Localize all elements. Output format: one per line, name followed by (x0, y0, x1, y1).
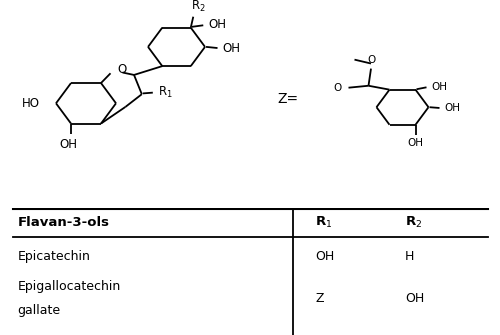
Text: OH: OH (222, 42, 240, 55)
Text: OH: OH (432, 81, 448, 91)
Text: Z: Z (315, 292, 324, 305)
Text: R$_1$: R$_1$ (158, 85, 172, 100)
Text: OH: OH (444, 104, 460, 113)
Text: R$_1$: R$_1$ (315, 215, 332, 230)
Text: R$_2$: R$_2$ (405, 215, 422, 230)
Text: Epicatechin: Epicatechin (18, 250, 90, 263)
Text: O: O (117, 63, 126, 76)
Text: O: O (367, 55, 375, 65)
Text: Flavan-3-ols: Flavan-3-ols (18, 216, 110, 229)
Text: HO: HO (22, 97, 40, 110)
Text: gallate: gallate (18, 305, 60, 317)
Text: O: O (334, 83, 342, 93)
Text: OH: OH (408, 138, 424, 148)
Text: OH: OH (405, 292, 424, 305)
Text: Z=: Z= (278, 92, 298, 107)
Text: OH: OH (208, 18, 226, 31)
Text: R$_2$: R$_2$ (191, 0, 206, 14)
Text: Epigallocatechin: Epigallocatechin (18, 280, 121, 293)
Text: OH: OH (315, 250, 334, 263)
Text: OH: OH (60, 138, 78, 151)
Text: H: H (405, 250, 414, 263)
